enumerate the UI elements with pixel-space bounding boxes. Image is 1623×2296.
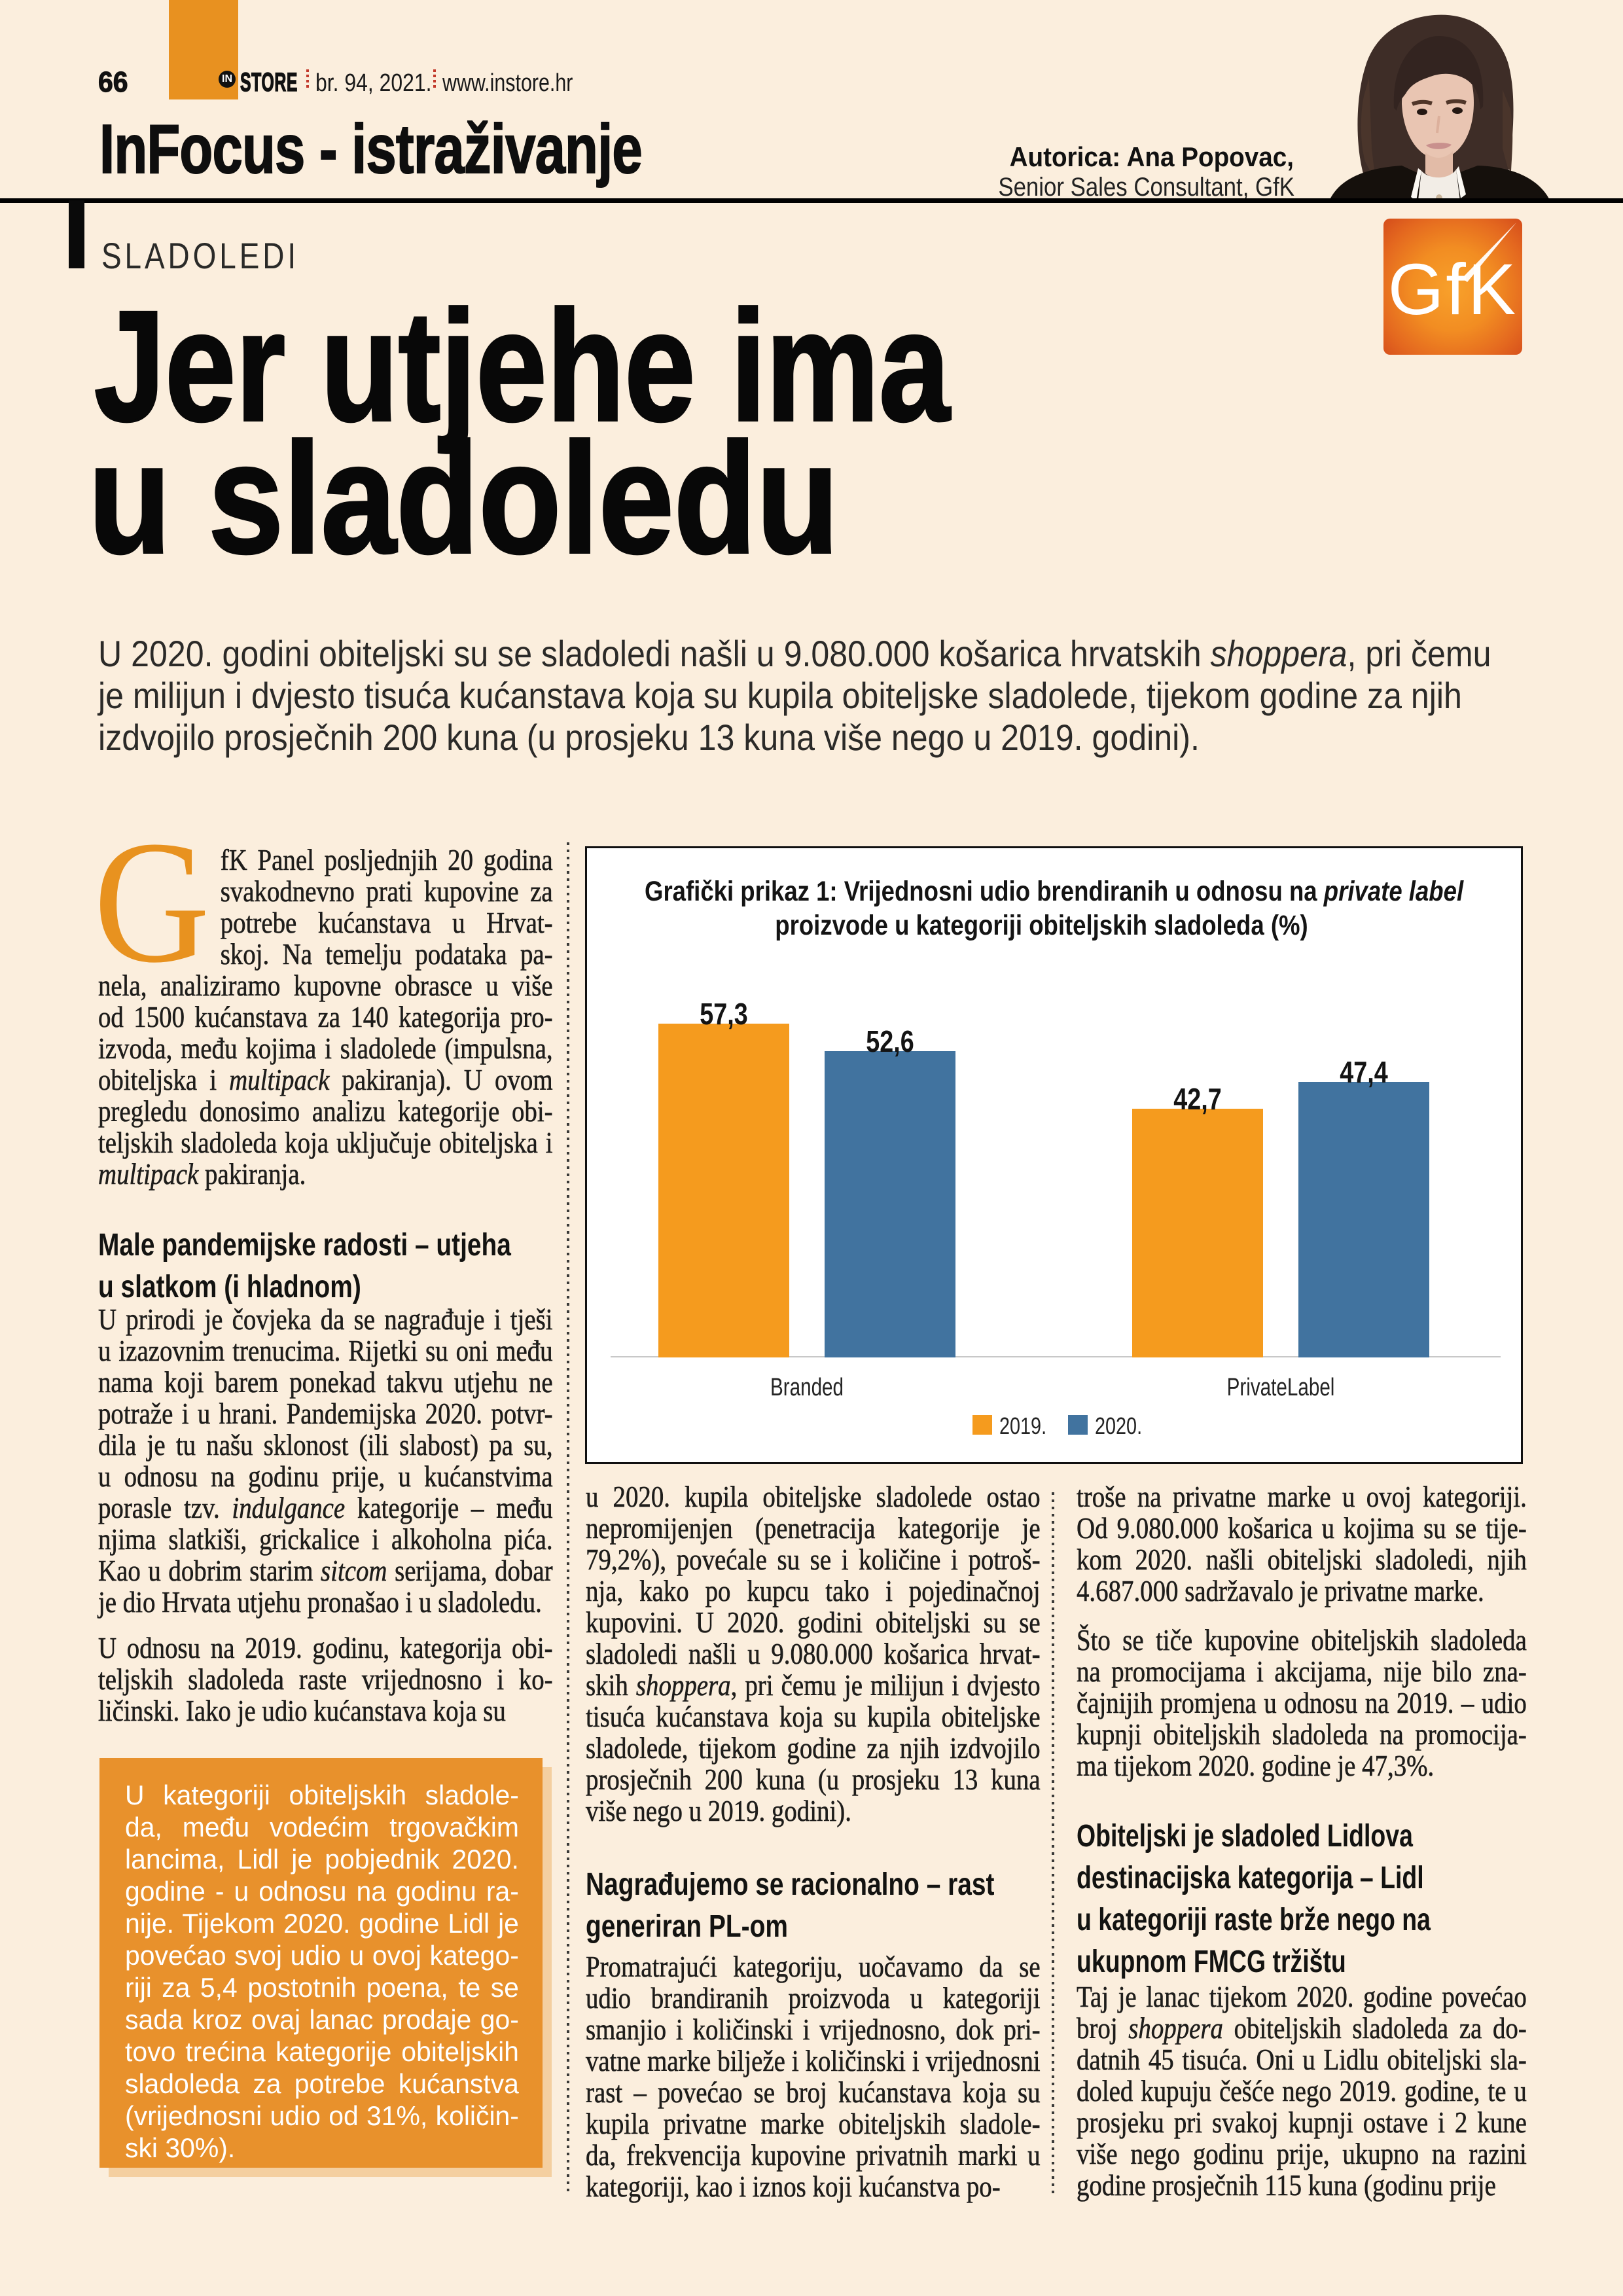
- svg-text:GfK: GfK: [1388, 249, 1518, 330]
